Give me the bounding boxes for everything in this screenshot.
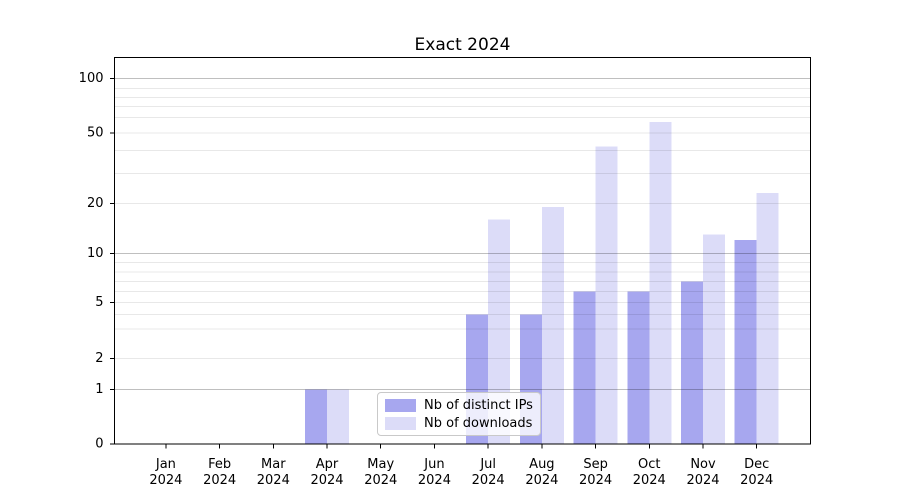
x-tick-label-year-jan-2024: 2024 (149, 473, 182, 488)
x-tick-label-aug-2024: Aug (529, 457, 554, 472)
x-tick-label-oct-2024: Oct (638, 457, 660, 472)
x-tick-label-year-mar-2024: 2024 (257, 473, 290, 488)
legend: Nb of distinct IPs Nb of downloads (377, 392, 541, 436)
x-tick-label-year-jun-2024: 2024 (418, 473, 451, 488)
y-tick-label-0: 0 (95, 436, 103, 451)
x-tick-label-nov-2024: Nov (690, 457, 716, 472)
bar-nb-of-downloads-jul-2024 (488, 219, 511, 444)
x-tick-label-year-oct-2024: 2024 (633, 473, 666, 488)
x-tick-label-year-may-2024: 2024 (364, 473, 397, 488)
legend-swatch-distinct-ips (385, 398, 416, 412)
bar-nb-of-downloads-dec-2024 (756, 192, 779, 444)
x-tick-label-year-nov-2024: 2024 (686, 473, 719, 488)
x-tick-label-apr-2024: Apr (316, 457, 339, 472)
x-tick-label-sep-2024: Sep (583, 457, 608, 472)
y-tick-label-20: 20 (87, 196, 104, 211)
x-tick-label-year-apr-2024: 2024 (310, 473, 343, 488)
chart-title: Exact 2024 (414, 35, 511, 55)
x-tick-label-jun-2024: Jun (423, 457, 444, 472)
x-tick-label-mar-2024: Mar (261, 457, 286, 472)
bar-nb-of-downloads-sep-2024 (595, 146, 618, 444)
x-tick-label-dec-2024: Dec (744, 457, 769, 472)
y-tick-label-50: 50 (87, 125, 104, 140)
y-tick-label-2: 2 (95, 351, 103, 366)
bar-nb-of-distinct-ips-nov-2024 (681, 281, 703, 444)
x-tick-label-year-sep-2024: 2024 (579, 473, 612, 488)
x-tick-label-year-feb-2024: 2024 (203, 473, 236, 488)
x-tick-label-year-jul-2024: 2024 (472, 473, 505, 488)
x-tick-label-year-dec-2024: 2024 (740, 473, 773, 488)
bar-nb-of-distinct-ips-dec-2024 (734, 240, 757, 444)
y-tick-label-5: 5 (95, 295, 103, 310)
x-tick-label-feb-2024: Feb (208, 457, 231, 472)
bar-nb-of-distinct-ips-apr-2024 (305, 389, 328, 444)
bar-nb-of-distinct-ips-oct-2024 (627, 291, 650, 444)
legend-item-downloads: Nb of downloads (385, 416, 533, 431)
bar-nb-of-downloads-nov-2024 (703, 234, 725, 444)
legend-swatch-downloads (385, 416, 416, 430)
legend-label-distinct-ips: Nb of distinct IPs (424, 397, 533, 413)
x-tick-label-jan-2024: Jan (155, 457, 176, 472)
bar-nb-of-distinct-ips-sep-2024 (573, 291, 596, 444)
x-tick-label-may-2024: May (367, 457, 394, 472)
y-tick-label-1: 1 (95, 382, 103, 397)
bar-nb-of-downloads-aug-2024 (541, 207, 564, 444)
plot-border (114, 57, 811, 445)
bar-nb-of-downloads-apr-2024 (327, 389, 350, 444)
legend-item-distinct-ips: Nb of distinct IPs (385, 398, 533, 413)
x-tick-label-year-aug-2024: 2024 (525, 473, 558, 488)
x-tick-label-jul-2024: Jul (479, 457, 496, 472)
legend-label-downloads: Nb of downloads (424, 415, 533, 431)
bar-nb-of-downloads-oct-2024 (649, 121, 672, 444)
y-tick-label-10: 10 (87, 246, 104, 261)
y-tick-label-100: 100 (79, 71, 104, 86)
